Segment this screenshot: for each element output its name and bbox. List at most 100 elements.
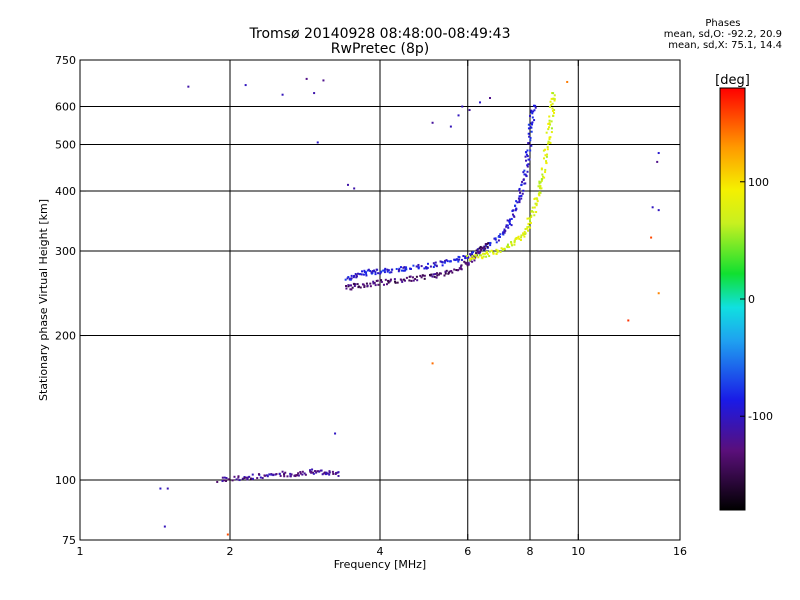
data-point	[309, 470, 312, 473]
data-point	[379, 272, 382, 275]
data-point	[346, 183, 349, 186]
data-point	[526, 149, 529, 152]
data-point	[527, 163, 530, 166]
data-point	[382, 269, 385, 272]
data-point	[225, 479, 228, 482]
data-point	[549, 141, 552, 144]
data-point	[524, 159, 527, 162]
data-point	[504, 229, 507, 232]
data-point	[526, 164, 529, 167]
data-point	[553, 109, 556, 112]
data-point	[552, 97, 555, 100]
data-point	[527, 123, 530, 126]
data-point	[371, 270, 374, 273]
data-point	[505, 224, 508, 227]
x-tick-label: 4	[377, 545, 384, 558]
data-point	[469, 253, 472, 256]
data-point	[502, 231, 505, 234]
data-point	[310, 470, 313, 473]
data-point	[522, 189, 525, 192]
data-point	[425, 267, 428, 270]
data-point	[251, 473, 254, 476]
data-point	[299, 472, 302, 475]
data-point	[411, 276, 414, 279]
data-point	[518, 199, 521, 202]
data-point	[527, 132, 530, 135]
data-point	[383, 269, 386, 272]
x-tick-label: 1	[77, 545, 84, 558]
data-point	[225, 477, 228, 480]
data-point	[545, 162, 548, 165]
data-point	[518, 195, 521, 198]
data-point	[431, 121, 434, 124]
data-point	[331, 470, 334, 473]
data-point	[475, 252, 478, 255]
data-point	[545, 131, 548, 134]
data-point	[281, 470, 284, 473]
colorbar-tick-label: -100	[748, 410, 773, 423]
data-point	[518, 187, 521, 190]
colorbar-label: [deg]	[715, 73, 750, 88]
data-point	[396, 281, 399, 284]
data-point	[450, 270, 453, 273]
y-tick-label: 100	[55, 474, 76, 487]
data-point	[337, 471, 340, 474]
data-point	[429, 265, 432, 268]
data-point	[480, 248, 483, 251]
data-point	[478, 247, 481, 250]
data-point	[484, 247, 487, 250]
phases-o-mode: mean, sd,O: -92.2, 20.9	[663, 29, 782, 40]
data-point	[373, 269, 376, 272]
data-point	[336, 471, 339, 474]
data-point	[553, 98, 556, 101]
phases-legend: Phases mean, sd,O: -92.2, 20.9 mean, sd,…	[664, 18, 782, 51]
data-point	[231, 479, 234, 482]
data-point	[477, 256, 480, 259]
data-point	[548, 138, 551, 141]
data-point	[546, 148, 549, 151]
data-point	[488, 255, 491, 258]
data-point	[443, 261, 446, 264]
data-point	[519, 191, 522, 194]
data-point	[525, 153, 528, 156]
data-point	[549, 136, 552, 139]
data-point	[377, 272, 380, 275]
data-point	[398, 267, 401, 270]
data-point	[415, 275, 418, 278]
data-point	[301, 470, 304, 473]
data-point	[489, 250, 492, 253]
data-point	[535, 204, 538, 207]
data-point	[360, 273, 363, 276]
data-point	[520, 183, 523, 186]
data-point	[316, 141, 319, 144]
data-point	[566, 80, 569, 83]
data-point	[384, 267, 387, 270]
data-point	[546, 146, 549, 149]
data-point	[312, 471, 315, 474]
data-point	[187, 85, 190, 88]
data-point	[431, 362, 434, 365]
data-point	[439, 260, 442, 263]
data-point	[486, 251, 489, 254]
data-point	[433, 275, 436, 278]
data-point	[657, 209, 660, 212]
data-point	[374, 273, 377, 276]
data-point	[507, 226, 510, 229]
data-point	[503, 230, 506, 233]
y-tick-label: 300	[55, 245, 76, 258]
data-point	[485, 255, 488, 258]
data-point	[419, 274, 422, 277]
data-point	[534, 202, 537, 205]
data-point	[523, 169, 526, 172]
data-point	[503, 248, 506, 251]
data-point	[268, 473, 271, 476]
data-point	[349, 284, 352, 287]
data-point	[321, 473, 324, 476]
data-point	[499, 250, 502, 253]
data-point	[550, 103, 553, 106]
data-point	[311, 468, 314, 471]
data-point	[460, 264, 463, 267]
data-point	[538, 191, 541, 194]
chart-subtitle: RwPretec (8p)	[330, 41, 430, 57]
